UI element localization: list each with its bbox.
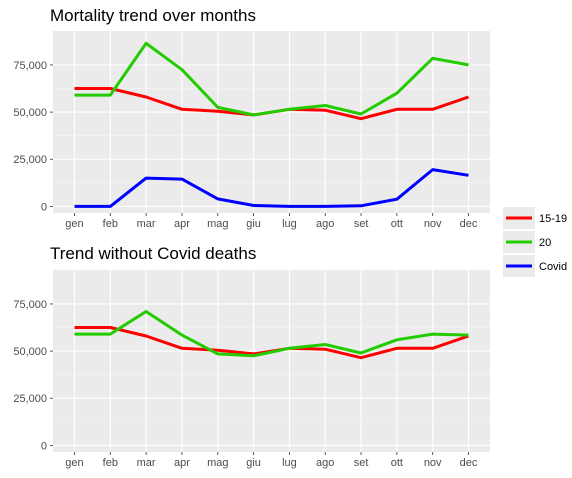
x-tick-label: dec bbox=[460, 457, 478, 469]
legend-item: 20 bbox=[503, 231, 551, 253]
x-tick-label: ago bbox=[316, 218, 334, 230]
series-line-covid bbox=[74, 168, 469, 208]
legend-item: 15-19 bbox=[503, 207, 567, 229]
x-tick-label: lug bbox=[282, 218, 297, 230]
x-tick-label: feb bbox=[103, 457, 118, 469]
x-tick-label: gen bbox=[65, 457, 83, 469]
y-tick-label: 50,000 bbox=[13, 346, 47, 358]
x-tick-label: giu bbox=[246, 457, 261, 469]
y-tick-label: 0 bbox=[41, 201, 47, 213]
x-tick-label: mag bbox=[207, 218, 228, 230]
x-tick-label: ott bbox=[391, 218, 403, 230]
chart-2: Trend without Covid deaths 0 25,000 50,000 7… bbox=[13, 244, 490, 469]
series-line-20 bbox=[74, 310, 469, 358]
legend-label: Covid bbox=[539, 261, 567, 273]
x-tick-label: nov bbox=[424, 218, 442, 230]
plot-panel bbox=[53, 270, 490, 452]
x-tick-label: feb bbox=[103, 218, 118, 230]
chart-title: Trend without Covid deaths bbox=[50, 244, 256, 263]
y-tick-label: 75,000 bbox=[13, 299, 47, 311]
x-tick-label: apr bbox=[174, 457, 190, 469]
y-tick-label: 50,000 bbox=[13, 107, 47, 119]
x-tick-label: set bbox=[354, 457, 369, 469]
chart-title: Mortality trend over months bbox=[50, 6, 256, 25]
x-tick-label: ago bbox=[316, 457, 334, 469]
plot-panel bbox=[53, 31, 490, 213]
x-tick-label: mar bbox=[137, 457, 156, 469]
x-tick-label: gen bbox=[65, 218, 83, 230]
legend-label: 20 bbox=[539, 237, 551, 249]
x-tick-label: apr bbox=[174, 218, 190, 230]
x-tick-label: mar bbox=[137, 218, 156, 230]
chart-1: Mortality trend over months 0 25,000 50,000… bbox=[13, 6, 490, 230]
legend-item: Covid bbox=[503, 255, 567, 277]
x-tick-label: lug bbox=[282, 457, 297, 469]
x-tick-label: set bbox=[354, 218, 369, 230]
y-tick-label: 75,000 bbox=[13, 60, 47, 72]
y-tick-label: 25,000 bbox=[13, 393, 47, 405]
y-tick-label: 25,000 bbox=[13, 154, 47, 166]
series-line-20 bbox=[74, 41, 469, 117]
x-tick-label: giu bbox=[246, 218, 261, 230]
x-tick-label: ott bbox=[391, 457, 403, 469]
x-tick-label: nov bbox=[424, 457, 442, 469]
x-tick-label: mag bbox=[207, 457, 228, 469]
legend: 15-19 20 Covid bbox=[503, 207, 567, 277]
y-tick-label: 0 bbox=[41, 440, 47, 452]
legend-label: 15-19 bbox=[539, 213, 567, 225]
x-tick-label: dec bbox=[460, 218, 478, 230]
